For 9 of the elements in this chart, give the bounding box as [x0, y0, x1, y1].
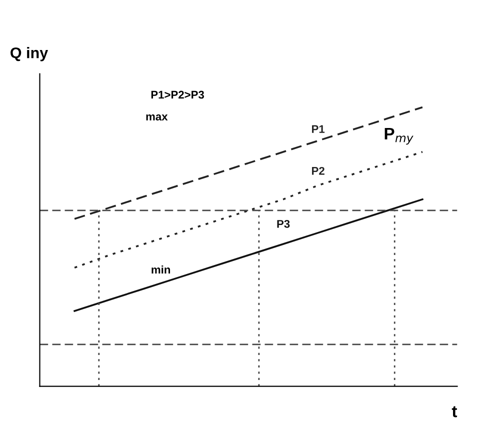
text: P1>P2>P3: [151, 90, 204, 99]
x-axis-title: t: [452, 406, 458, 418]
annotation: min: [152, 265, 170, 274]
series-label: P1: [312, 125, 325, 133]
annotation: max: [146, 114, 168, 121]
annotation: P$_{my}$: [384, 128, 414, 145]
y-axis-title: Q iny: [10, 47, 48, 62]
series-label: P2: [312, 166, 324, 175]
series-label: P3: [277, 220, 290, 228]
